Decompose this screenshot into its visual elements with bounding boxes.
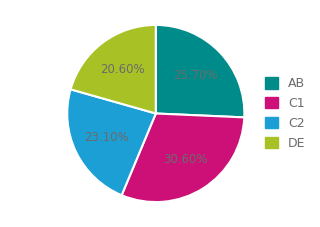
Wedge shape <box>122 114 244 202</box>
Text: 23.10%: 23.10% <box>84 131 129 144</box>
Text: 30.60%: 30.60% <box>163 153 207 166</box>
Wedge shape <box>67 89 156 195</box>
Text: 20.60%: 20.60% <box>100 63 145 76</box>
Wedge shape <box>156 25 244 117</box>
Text: 25.70%: 25.70% <box>173 69 218 82</box>
Wedge shape <box>71 25 156 114</box>
Legend: AB, C1, C2, DE: AB, C1, C2, DE <box>262 74 309 153</box>
